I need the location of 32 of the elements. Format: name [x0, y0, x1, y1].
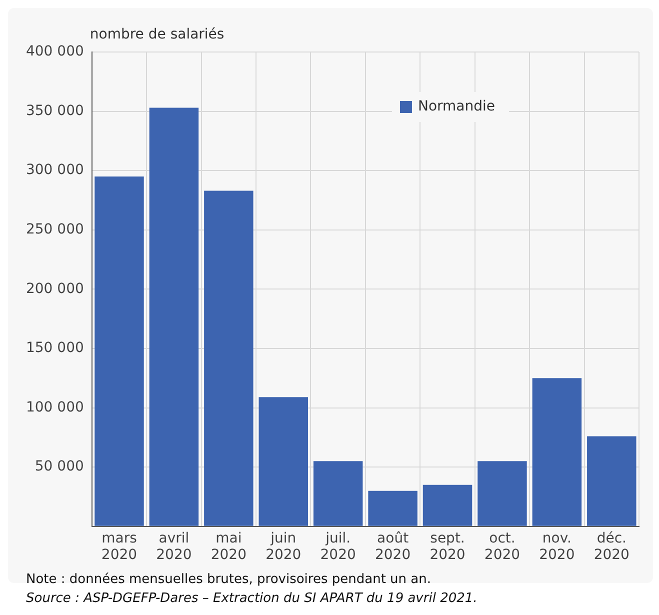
legend-label: Normandie	[418, 98, 496, 115]
bar	[587, 436, 636, 526]
x-tick-label: mars 2020	[101, 530, 138, 564]
x-tick-label: août 2020	[374, 530, 411, 564]
x-tick-label: mai 2020	[210, 530, 246, 564]
bar	[94, 176, 144, 526]
bar	[313, 461, 363, 526]
y-tick-label: 150 000	[26, 340, 84, 356]
y-tick-label: 50 000	[34, 458, 84, 475]
x-tick-label: nov. 2020	[539, 530, 575, 564]
bar	[149, 108, 199, 526]
source-note: Source : ASP-DGEFP-Dares – Extraction du SI APART du 19 avril 2021.	[26, 590, 478, 608]
bar	[422, 484, 472, 526]
x-tick-label: oct. 2020	[484, 530, 520, 564]
bar	[368, 490, 418, 526]
y-tick-label: 250 000	[26, 222, 84, 238]
x-tick-label: juil. 2020	[320, 530, 356, 564]
x-tick-label: avril 2020	[156, 530, 192, 564]
bar	[532, 378, 582, 526]
x-tick-label: juin 2020	[266, 530, 302, 564]
bar	[478, 461, 527, 526]
y-tick-label: 200 000	[26, 280, 84, 297]
x-tick-label: sept. 2020	[430, 530, 466, 564]
y-tick-label: 350 000	[26, 102, 84, 119]
text: Note : données mensuelles brutes, provisoires pendant un an.	[26, 571, 432, 589]
bar	[204, 190, 254, 526]
y-axis-title: nombre de salariés	[90, 26, 224, 43]
bar	[258, 397, 308, 526]
y-tick-label: 400 000	[26, 44, 84, 60]
y-tick-label: 300 000	[26, 162, 84, 178]
y-tick-label: 100 000	[26, 399, 84, 416]
x-tick-label: déc. 2020	[594, 530, 630, 564]
